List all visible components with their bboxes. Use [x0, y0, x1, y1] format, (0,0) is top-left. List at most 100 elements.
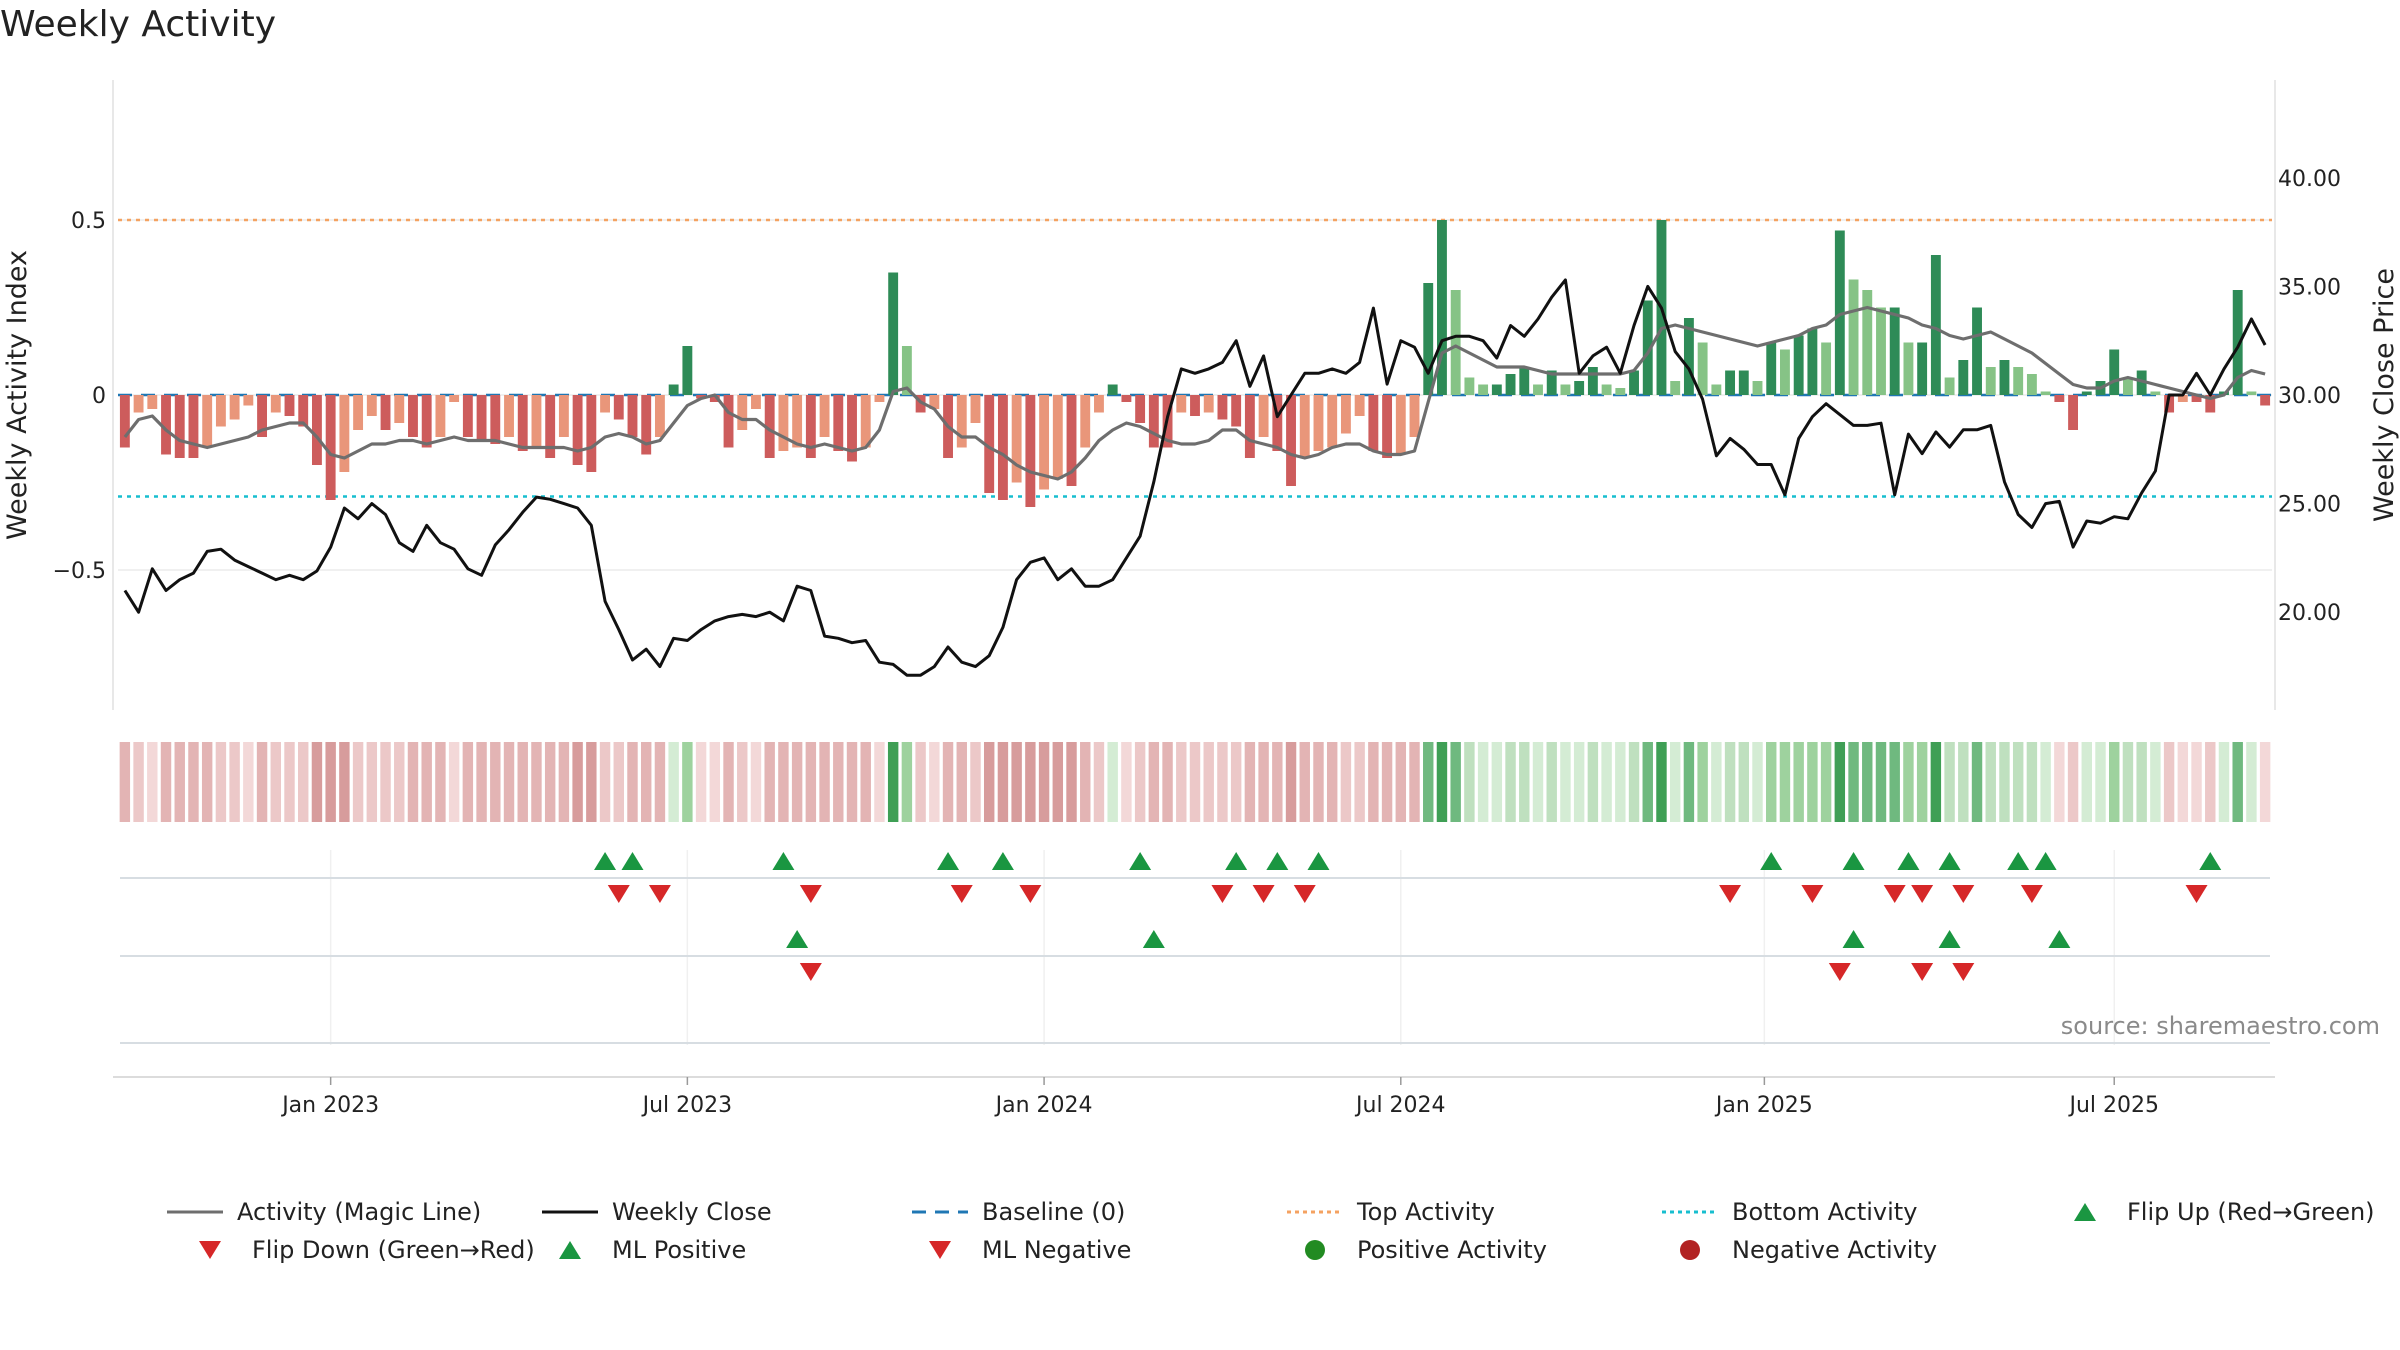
activity-bar: [1807, 328, 1818, 395]
heat-cell: [1656, 742, 1667, 822]
heat-cell: [1491, 742, 1503, 822]
activity-bar: [449, 395, 460, 402]
activity-bar: [476, 395, 487, 441]
heat-cell: [723, 742, 734, 822]
heat-cell: [2095, 742, 2106, 822]
activity-bar: [819, 395, 830, 437]
legend-triangle: [929, 1241, 951, 1259]
legend-swatch: [1287, 1210, 1343, 1214]
heat-cell: [1985, 742, 1996, 822]
activity-bar: [1039, 395, 1050, 490]
activity-bar: [654, 395, 665, 437]
activity-bar: [778, 395, 789, 451]
heat-cell: [1738, 742, 1750, 822]
heat-cell: [983, 742, 995, 822]
activity-bar: [2205, 395, 2216, 413]
heat-cell: [1148, 742, 1160, 822]
legend-triangle: [2074, 1203, 2096, 1221]
legend-triangle: [199, 1241, 221, 1259]
heat-cell: [2191, 742, 2202, 822]
legend-label: ML Positive: [612, 1236, 747, 1264]
heat-cell: [695, 742, 707, 822]
activity-bar: [1190, 395, 1200, 416]
series-lines: [123, 278, 2267, 677]
heat-cell: [1848, 742, 1859, 822]
flip-up-marker: [594, 852, 617, 870]
activity-bar: [531, 395, 542, 448]
activity-bar: [2177, 395, 2188, 402]
heat-cell: [860, 742, 871, 822]
legend-triangle: [559, 1241, 581, 1259]
activity-bar: [1080, 395, 1091, 448]
heat-cell: [1903, 742, 1914, 822]
heat-cell: [380, 742, 391, 822]
flip-down-marker: [1719, 885, 1742, 903]
activity-bar: [1889, 307, 1900, 395]
left-axis-title: Weekly Activity Index: [2, 250, 33, 540]
activity-bar: [1176, 395, 1187, 413]
chart-title: Weekly Activity: [0, 4, 277, 45]
activity-bar: [1217, 395, 1228, 420]
activity-bar: [1505, 374, 1516, 395]
activity-bar: [1368, 395, 1379, 451]
heat-cell: [1052, 742, 1064, 822]
heat-cell: [1299, 742, 1310, 822]
activity-bar: [833, 395, 844, 451]
heat-cell: [270, 742, 281, 822]
legend-swatch: [199, 1241, 221, 1259]
activity-bar: [600, 395, 610, 413]
heat-cell: [1834, 742, 1846, 822]
right-tick-label: 30.00: [2278, 384, 2341, 409]
legend-label: Weekly Close: [612, 1198, 772, 1226]
activity-bar: [202, 395, 213, 448]
activity-bar: [874, 395, 885, 402]
heat-cell: [2150, 742, 2161, 822]
heat-cell: [750, 742, 762, 822]
flip-up-marker: [2007, 852, 2030, 870]
legend-label: Baseline (0): [982, 1198, 1126, 1226]
activity-bar: [1642, 300, 1653, 395]
flip-up-marker: [1266, 852, 1289, 870]
activity-bar: [339, 395, 350, 472]
source-label: source: sharemaestro.com: [2060, 1012, 2380, 1040]
activity-bar: [1711, 384, 1722, 395]
activity-bar: [1491, 384, 1502, 395]
heat-cell: [1587, 742, 1599, 822]
heat-cell: [1176, 742, 1187, 822]
legend-item: Baseline (0): [910, 1198, 1125, 1226]
activity-bar: [2246, 391, 2257, 395]
heat-cell: [188, 742, 199, 822]
flip-down-marker: [1911, 885, 1934, 903]
heat-cell: [1958, 742, 1969, 822]
heat-cell: [682, 742, 693, 822]
heat-cell: [366, 742, 378, 822]
heat-cell: [1011, 742, 1022, 822]
heat-cell: [1875, 742, 1887, 822]
legend-item: Flip Down (Green→Red): [180, 1236, 535, 1264]
x-axis: Jan 2023 Jul 2023 Jan 2024 Jul 2024 Jan 2025…: [113, 1076, 2275, 1118]
activity-bar: [1340, 395, 1351, 434]
activity-bar: [353, 395, 364, 430]
activity-bar: [1011, 395, 1022, 483]
heat-cell: [174, 742, 185, 822]
activity-bar: [1094, 395, 1104, 413]
activity-bar: [2164, 395, 2175, 413]
heat-cell: [160, 742, 172, 822]
heat-cell: [147, 742, 158, 822]
activity-bar: [737, 395, 748, 430]
activity-bar: [1327, 395, 1338, 448]
heat-cell: [2177, 742, 2189, 822]
ml-positive-marker: [1142, 930, 1165, 948]
activity-bar: [1409, 395, 1420, 437]
legend-item: ML Positive: [540, 1236, 746, 1264]
heat-cell: [586, 742, 597, 822]
legend-swatch: [2074, 1203, 2096, 1221]
right-axis-title: Weekly Close Price: [2369, 268, 2400, 522]
heat-cell: [448, 742, 460, 822]
activity-bar: [2109, 349, 2120, 395]
heat-cell: [2081, 742, 2092, 822]
activity-bar: [1450, 290, 1461, 395]
heat-cell: [215, 742, 227, 822]
flip-up-marker: [1897, 852, 1920, 870]
activity-bar: [1395, 395, 1406, 455]
